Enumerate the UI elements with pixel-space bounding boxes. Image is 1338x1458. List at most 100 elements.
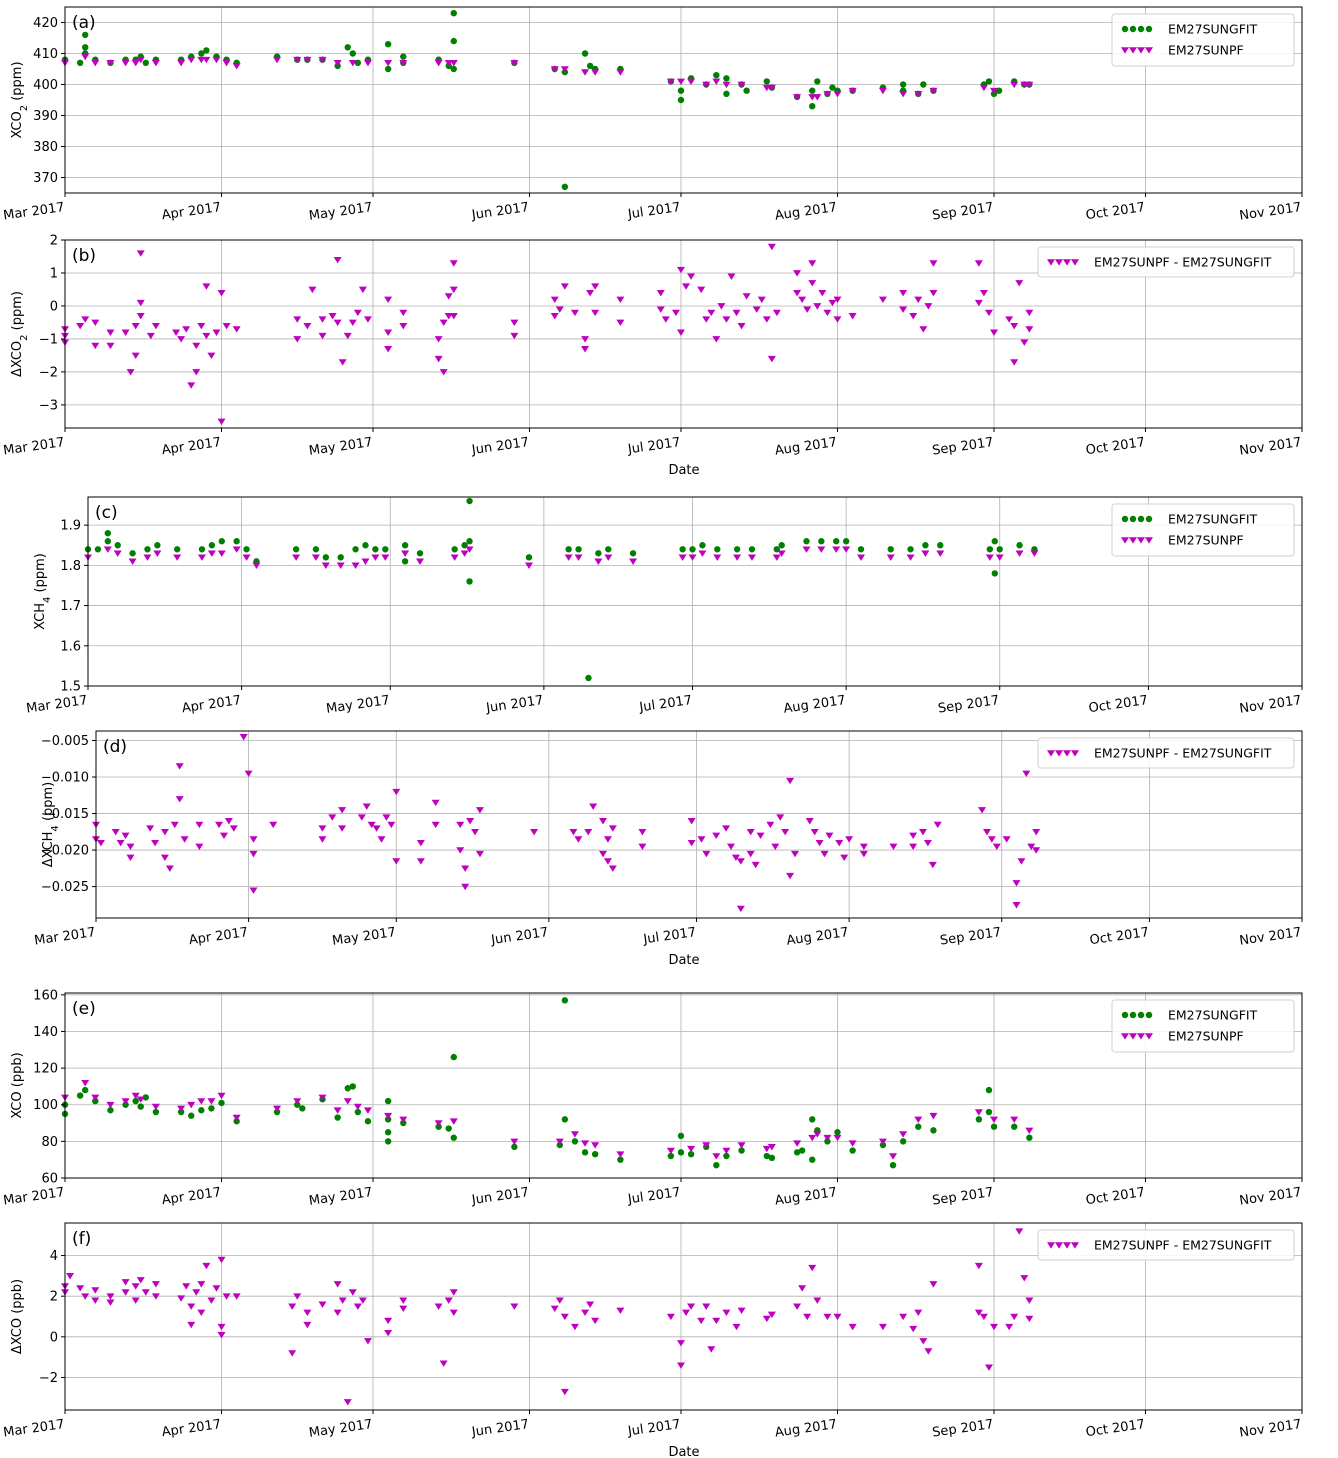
pf-point [434, 1303, 443, 1310]
gfit-point [400, 1119, 407, 1127]
pf-point [136, 250, 145, 257]
pf-point [187, 382, 196, 389]
plot-frame [64, 239, 1303, 429]
y-tick-label: 1 [50, 266, 58, 281]
gfit-point [299, 1105, 306, 1112]
y-axis-label: XCO (ppb) [10, 1052, 25, 1118]
y-tick-label: −0.015 [41, 807, 89, 822]
gfit-point [689, 546, 696, 553]
y-tick-label: 60 [41, 1172, 58, 1187]
series-pf [61, 1228, 1034, 1406]
x-tick-label: Sep 2017 [931, 200, 994, 223]
pf-point [91, 1297, 100, 1304]
legend-box [1037, 246, 1295, 278]
pf-point [581, 1309, 590, 1317]
x-tick-label: Jul 2017 [626, 200, 681, 222]
pf-point [767, 355, 776, 363]
legend-box [1111, 13, 1295, 67]
legend-entry: EM27SUNGFIT [1168, 1008, 1258, 1023]
y-axis-label: ΔXCH4 (ppm) [41, 782, 61, 868]
gfit-point [575, 546, 582, 553]
pf-point [608, 825, 617, 832]
pf-point [151, 322, 160, 330]
panel-label: (a) [72, 13, 96, 33]
pf-point [131, 1297, 140, 1304]
pf-point [510, 332, 519, 340]
pf-point [687, 1303, 696, 1310]
gfit-point [349, 1083, 356, 1090]
gfit-point [713, 72, 720, 79]
pf-point [131, 352, 140, 360]
pf-point [151, 60, 160, 67]
panel-label: (c) [95, 503, 118, 523]
pf-point [207, 1098, 216, 1105]
gfit-point [991, 538, 998, 545]
pf-point [886, 554, 895, 561]
pf-point [581, 1140, 590, 1147]
x-tick-label: Apr 2017 [161, 1417, 222, 1440]
pf-point [604, 554, 613, 561]
gfit-point [382, 546, 389, 553]
legend-marker [1145, 515, 1153, 523]
pf-point [136, 1096, 145, 1103]
gfit-point [937, 542, 944, 549]
gfit-point [748, 546, 756, 553]
pf-point [848, 87, 857, 95]
gfit-point [809, 1156, 816, 1163]
pf-point [91, 342, 100, 350]
gfit-point [384, 1138, 392, 1145]
pf-point [762, 316, 771, 323]
pf-point [793, 289, 802, 297]
legend-marker [1063, 1242, 1071, 1249]
pf-point [1030, 550, 1039, 557]
pf-point [570, 1131, 579, 1138]
pf-point [751, 861, 760, 869]
pf-point [358, 1297, 367, 1304]
pf-point [833, 296, 842, 303]
pf-point [899, 289, 908, 297]
gfit-point [81, 44, 89, 51]
pf-point [151, 839, 160, 847]
pf-point [687, 818, 696, 825]
y-tick-label: 160 [33, 988, 58, 1003]
pf-point [416, 858, 425, 865]
pf-point [348, 60, 357, 67]
pf-point [767, 84, 776, 92]
pf-point [687, 1145, 696, 1153]
pf-point [131, 60, 140, 67]
pf-point [919, 1338, 928, 1345]
pf-point [382, 814, 391, 821]
pf-point [1015, 550, 1024, 557]
pf-point [363, 1338, 372, 1345]
y-axis-label: ΔXCO2 (ppm) [10, 291, 30, 377]
legend-marker [1145, 47, 1153, 54]
pf-point [136, 1277, 145, 1284]
pf-point [293, 1293, 302, 1300]
pf-point [202, 1262, 211, 1270]
pf-point [510, 319, 519, 327]
pf-point [702, 81, 711, 89]
y-tick-label: 400 [33, 78, 58, 93]
gfit-point [132, 1097, 139, 1105]
y-tick-label: 120 [33, 1062, 58, 1077]
pf-point [808, 94, 817, 101]
pf-point [574, 836, 583, 843]
pf-point [899, 1313, 908, 1321]
pf-point [781, 829, 790, 836]
pf-point [232, 63, 241, 70]
pf-point [581, 346, 590, 353]
pf-point [224, 818, 233, 825]
x-tick-label: Nov 2017 [1238, 925, 1302, 949]
pf-point [599, 850, 608, 858]
gfit-point [81, 31, 89, 39]
pf-point [175, 796, 184, 803]
panel-label: (e) [72, 999, 96, 1019]
pf-point [363, 316, 372, 323]
pf-point [1010, 322, 1019, 330]
gfit-point [1026, 1134, 1033, 1141]
pf-point [172, 329, 181, 336]
x-tick-label: Aug 2017 [774, 1417, 838, 1441]
pf-point [293, 1098, 302, 1105]
pf-point [793, 270, 802, 277]
pf-point [392, 788, 401, 796]
